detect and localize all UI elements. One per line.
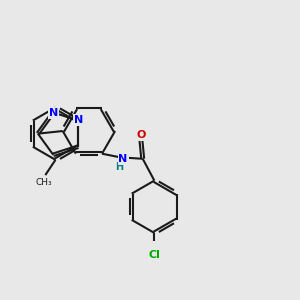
Text: N: N [49, 108, 58, 118]
Text: N: N [118, 154, 128, 164]
Text: N: N [74, 115, 83, 125]
Text: O: O [136, 130, 146, 140]
Text: H: H [115, 162, 123, 172]
Text: CH₃: CH₃ [35, 178, 52, 187]
Text: Cl: Cl [148, 250, 160, 260]
